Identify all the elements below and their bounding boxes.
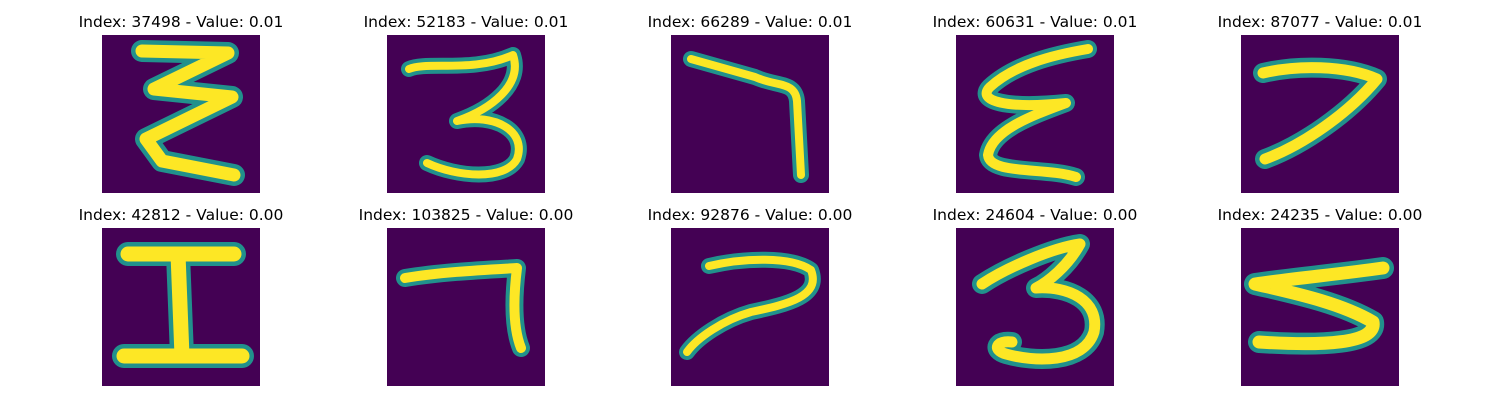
sample-title: Index: 87077 - Value: 0.01 xyxy=(1217,13,1423,31)
sample-image xyxy=(102,228,260,386)
sample-title: Index: 92876 - Value: 0.00 xyxy=(647,206,853,224)
sample-image xyxy=(1241,35,1399,193)
sample-title: Index: 66289 - Value: 0.01 xyxy=(647,13,853,31)
sample-title: Index: 37498 - Value: 0.01 xyxy=(78,13,284,31)
sample-image xyxy=(1241,228,1399,386)
sample-title: Index: 24235 - Value: 0.00 xyxy=(1217,206,1423,224)
sample-title: Index: 52183 - Value: 0.01 xyxy=(363,13,569,31)
sample-image xyxy=(956,35,1114,193)
sample-title: Index: 24604 - Value: 0.00 xyxy=(932,206,1138,224)
sample-image xyxy=(387,228,545,386)
sample-title: Index: 60631 - Value: 0.01 xyxy=(932,13,1138,31)
sample-image xyxy=(956,228,1114,386)
sample-image xyxy=(102,35,260,193)
sample-title: Index: 42812 - Value: 0.00 xyxy=(78,206,284,224)
sample-image xyxy=(671,35,829,193)
sample-title: Index: 103825 - Value: 0.00 xyxy=(358,206,574,224)
sample-image xyxy=(671,228,829,386)
sample-image xyxy=(387,35,545,193)
